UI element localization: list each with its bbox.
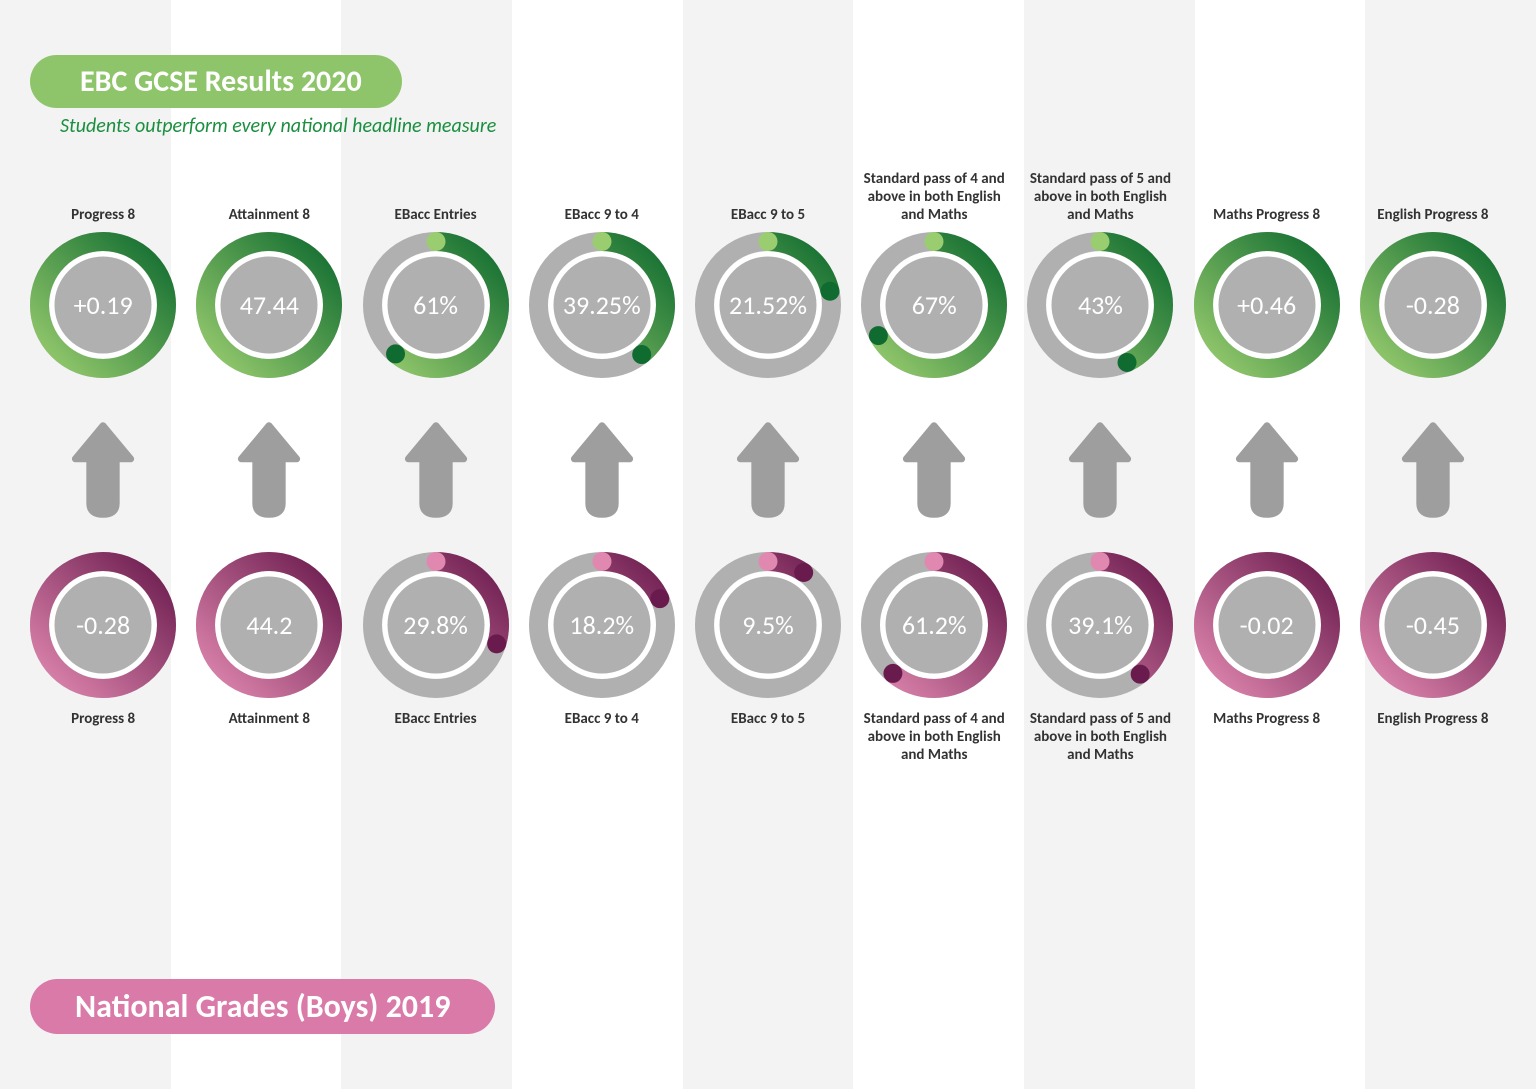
donut: 18.2% bbox=[527, 550, 677, 700]
infographic-content: EBC GCSE Results 2020 Students outperfor… bbox=[0, 0, 1536, 1089]
donut: 21.52% bbox=[693, 230, 843, 380]
metric-label: Progress 8 bbox=[65, 170, 141, 224]
metric-label: Progress 8 bbox=[65, 710, 141, 764]
up-arrow-icon bbox=[234, 420, 304, 520]
donut: 39.1% bbox=[1025, 550, 1175, 700]
metric-label: Attainment 8 bbox=[223, 170, 316, 224]
metric-label: EBacc 9 to 5 bbox=[725, 710, 811, 764]
metric-label: English Progress 8 bbox=[1371, 710, 1494, 764]
donut-value: 18.2% bbox=[569, 609, 634, 641]
footer-title: National Grades (Boys) 2019 bbox=[30, 979, 495, 1034]
arrows-row bbox=[20, 420, 1516, 520]
bottom-title-pill: National Grades (Boys) 2019 bbox=[30, 979, 495, 1034]
metrics-grid: Progress 8 Attainment 8 EBacc Entries EBacc… bbox=[20, 170, 1516, 764]
top-subtitle: Students outperform every national headl… bbox=[60, 114, 1506, 138]
donut-value: -0.45 bbox=[1406, 609, 1460, 641]
donut-value: 61.2% bbox=[902, 609, 967, 641]
metric-label: EBacc 9 to 5 bbox=[725, 170, 811, 224]
donut: 61% bbox=[361, 230, 511, 380]
metric-label: Attainment 8 bbox=[223, 710, 316, 764]
up-arrow-icon bbox=[733, 420, 803, 520]
up-arrow-icon bbox=[401, 420, 471, 520]
up-arrow-icon bbox=[899, 420, 969, 520]
donut-value: 43% bbox=[1078, 289, 1123, 321]
donut-value: 39.25% bbox=[563, 289, 641, 321]
donut-value: 21.52% bbox=[729, 289, 807, 321]
donut-value: 47.44 bbox=[240, 289, 299, 321]
top-title-pill: EBC GCSE Results 2020 bbox=[30, 55, 402, 108]
up-arrow-icon bbox=[68, 420, 138, 520]
donut: +0.46 bbox=[1192, 230, 1342, 380]
up-arrow-icon bbox=[567, 420, 637, 520]
metric-label: EBacc Entries bbox=[389, 710, 483, 764]
metric-label: Maths Progress 8 bbox=[1207, 710, 1326, 764]
donut-value: 44.2 bbox=[246, 609, 292, 641]
top-donuts-row: +0.19 47.44 bbox=[20, 230, 1516, 380]
donut: 29.8% bbox=[361, 550, 511, 700]
metric-label: Standard pass of 5 and above in both Eng… bbox=[1017, 710, 1183, 764]
donut-value: -0.28 bbox=[1406, 289, 1460, 321]
donut: 44.2 bbox=[194, 550, 344, 700]
metric-label: Standard pass of 5 and above in both Eng… bbox=[1017, 170, 1183, 224]
metric-label: EBacc 9 to 4 bbox=[559, 170, 645, 224]
bottom-donuts-row: -0.28 44.2 bbox=[20, 550, 1516, 700]
donut: +0.19 bbox=[28, 230, 178, 380]
up-arrow-icon bbox=[1398, 420, 1468, 520]
donut-value: +0.46 bbox=[1237, 289, 1296, 321]
up-arrow-icon bbox=[1232, 420, 1302, 520]
donut: 39.25% bbox=[527, 230, 677, 380]
donut: -0.02 bbox=[1192, 550, 1342, 700]
donut-value: +0.19 bbox=[74, 289, 133, 321]
donut-value: 29.8% bbox=[403, 609, 468, 641]
donut: 43% bbox=[1025, 230, 1175, 380]
donut: -0.45 bbox=[1358, 550, 1508, 700]
donut: 67% bbox=[859, 230, 1009, 380]
donut: -0.28 bbox=[1358, 230, 1508, 380]
donut-value: 39.1% bbox=[1068, 609, 1133, 641]
top-labels-row: Progress 8 Attainment 8 EBacc Entries EBacc… bbox=[20, 170, 1516, 230]
metric-label: Standard pass of 4 and above in both Eng… bbox=[851, 170, 1017, 224]
up-arrow-icon bbox=[1065, 420, 1135, 520]
metric-label: EBacc Entries bbox=[389, 170, 483, 224]
donut-value: -0.02 bbox=[1240, 609, 1294, 641]
donut-value: -0.28 bbox=[76, 609, 130, 641]
donut-value: 9.5% bbox=[742, 609, 794, 641]
donut: 61.2% bbox=[859, 550, 1009, 700]
metric-label: English Progress 8 bbox=[1371, 170, 1494, 224]
metric-label: Standard pass of 4 and above in both Eng… bbox=[851, 710, 1017, 764]
donut-value: 61% bbox=[413, 289, 458, 321]
metric-label: EBacc 9 to 4 bbox=[559, 710, 645, 764]
donut: 9.5% bbox=[693, 550, 843, 700]
donut: 47.44 bbox=[194, 230, 344, 380]
bottom-labels-row: Progress 8 Attainment 8 EBacc Entries EBacc… bbox=[20, 700, 1516, 764]
donut-value: 67% bbox=[912, 289, 957, 321]
metric-label: Maths Progress 8 bbox=[1207, 170, 1326, 224]
header-top: EBC GCSE Results 2020 Students outperfor… bbox=[30, 55, 1506, 138]
donut: -0.28 bbox=[28, 550, 178, 700]
